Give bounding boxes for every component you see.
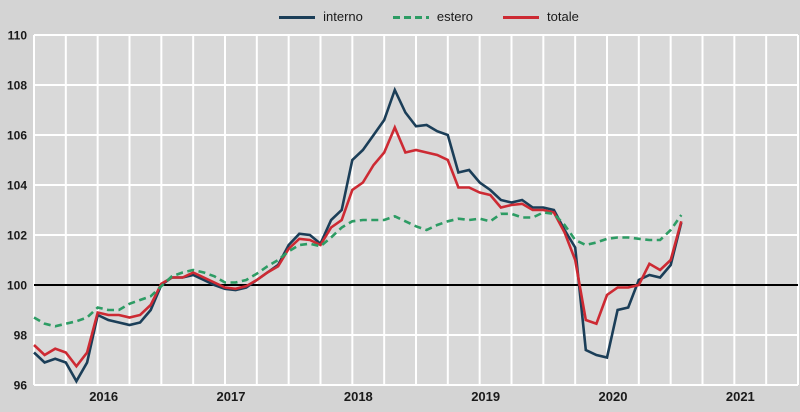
- y-tick-label-96: 96: [14, 379, 28, 393]
- interno-series-line: [33, 86, 683, 384]
- legend-label-totale: totale: [547, 9, 579, 24]
- y-tick-label-102: 102: [7, 229, 27, 243]
- legend: interno estero totale: [29, 8, 800, 26]
- y-tick-label-106: 106: [7, 129, 27, 143]
- y-tick-label-100: 100: [7, 279, 27, 293]
- totale-line-swatch: [503, 15, 540, 19]
- y-tick-label-110: 110: [8, 29, 28, 43]
- x-year-label-2019: 2019: [471, 389, 500, 404]
- legend-label-estero: estero: [436, 9, 474, 24]
- x-year-label-2021: 2021: [726, 389, 755, 404]
- legend-item-estero: estero: [392, 8, 474, 26]
- legend-item-interno: interno: [279, 8, 363, 26]
- interno-line-swatch: [279, 15, 316, 19]
- y-tick-label-108: 108: [7, 79, 27, 93]
- legend-item-totale: totale: [503, 8, 579, 26]
- x-year-label-2016: 2016: [89, 389, 118, 404]
- x-year-label-2018: 2018: [344, 389, 373, 404]
- x-year-label-2017: 2017: [217, 389, 246, 404]
- totale-series-line: [33, 124, 683, 369]
- estero-series-line: [33, 211, 683, 328]
- legend-label-interno: interno: [323, 9, 363, 24]
- x-year-label-2020: 2020: [599, 389, 628, 404]
- estero-line-swatch: [392, 15, 429, 19]
- y-tick-label-98: 98: [14, 329, 28, 343]
- y-tick-label-104: 104: [7, 179, 27, 193]
